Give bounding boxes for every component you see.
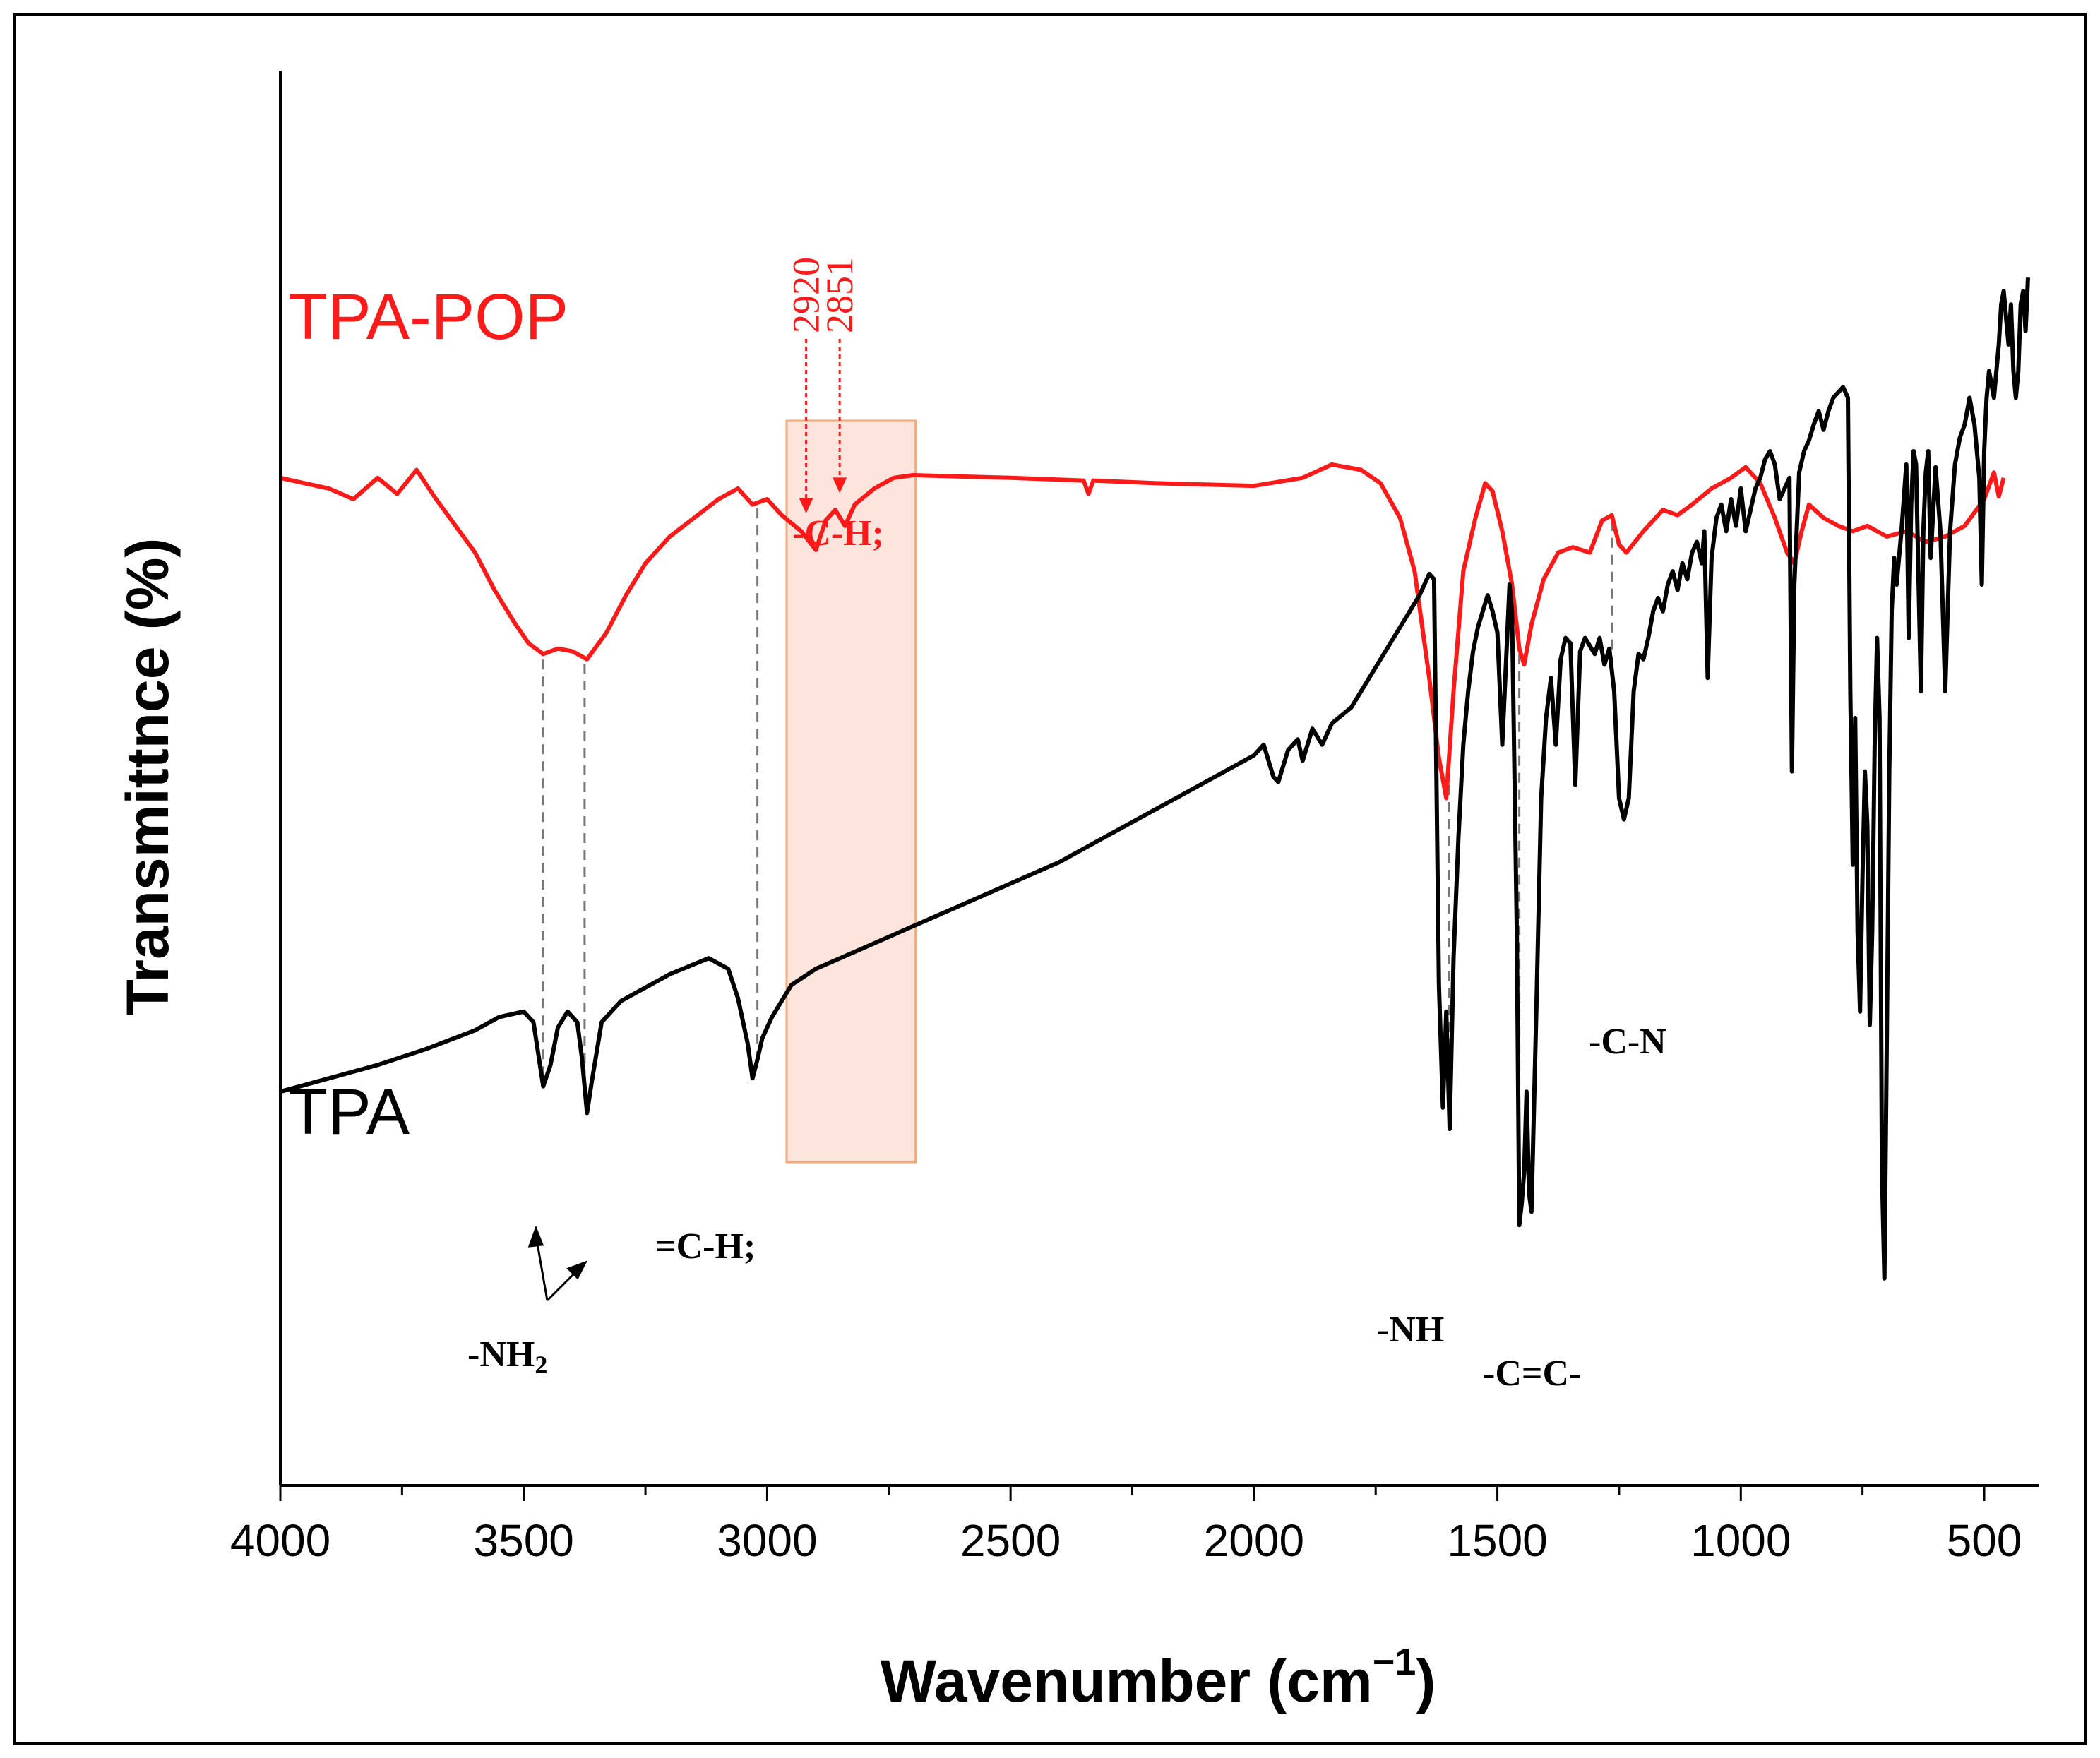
annotation-nh: -NH bbox=[1377, 1310, 1444, 1350]
nh2-arrowhead-left bbox=[527, 1225, 544, 1248]
outer-frame bbox=[13, 13, 2087, 1745]
x-tick-labels: 4000 3500 3000 2500 2000 1500 1000 500 bbox=[230, 1515, 2022, 1566]
marker-label: 2851 bbox=[818, 257, 861, 333]
x-tick-label: 1000 bbox=[1690, 1515, 1791, 1566]
annotation-cc: -C=C- bbox=[1483, 1353, 1581, 1394]
annotation-nh2-sub: 2 bbox=[535, 1351, 547, 1379]
x-ticks bbox=[279, 1485, 1986, 1501]
x-tick-label: 3000 bbox=[717, 1515, 817, 1566]
x-tick-label: 2000 bbox=[1204, 1515, 1304, 1566]
highlight-region bbox=[785, 419, 917, 1164]
x-tick-label: 2500 bbox=[960, 1515, 1061, 1566]
x-tick-label: 1500 bbox=[1447, 1515, 1547, 1566]
marker-label: 2920 bbox=[785, 257, 828, 333]
nh2-arrow-left bbox=[535, 1235, 549, 1301]
x-axis-label-close: ) bbox=[1416, 1648, 1436, 1714]
nh2-arrowhead-right bbox=[566, 1260, 588, 1280]
x-axis-label-sup: −1 bbox=[1373, 1641, 1416, 1683]
guide-lines bbox=[542, 508, 1613, 1220]
nh2-arrows bbox=[527, 1225, 588, 1302]
x-tick-label: 4000 bbox=[230, 1515, 330, 1566]
annotation-nh2: -NH2 bbox=[467, 1334, 547, 1379]
series-label-tpa-pop: TPA-POP bbox=[288, 281, 568, 353]
x-axis-label-main: Wavenumber (cm bbox=[881, 1648, 1373, 1714]
x-axis-label: Wavenumber (cm−1) bbox=[881, 1641, 1436, 1714]
annotation-nh2-main: -NH bbox=[467, 1334, 535, 1375]
annotation-ch-aliphatic: -C-H; bbox=[792, 513, 884, 554]
x-tick-label: 500 bbox=[1947, 1515, 2022, 1566]
annotation-cn: -C-N bbox=[1589, 1022, 1666, 1062]
series-line-tpa bbox=[280, 277, 2030, 1281]
x-tick-label: 3500 bbox=[474, 1515, 574, 1566]
marker-arrowhead bbox=[833, 477, 847, 494]
annotation-ch-aromatic: =C-H; bbox=[655, 1226, 756, 1267]
series-label-tpa: TPA bbox=[288, 1076, 410, 1148]
y-axis-label: Transmittnce (%) bbox=[114, 538, 181, 1016]
marker-arrowhead bbox=[799, 498, 813, 514]
